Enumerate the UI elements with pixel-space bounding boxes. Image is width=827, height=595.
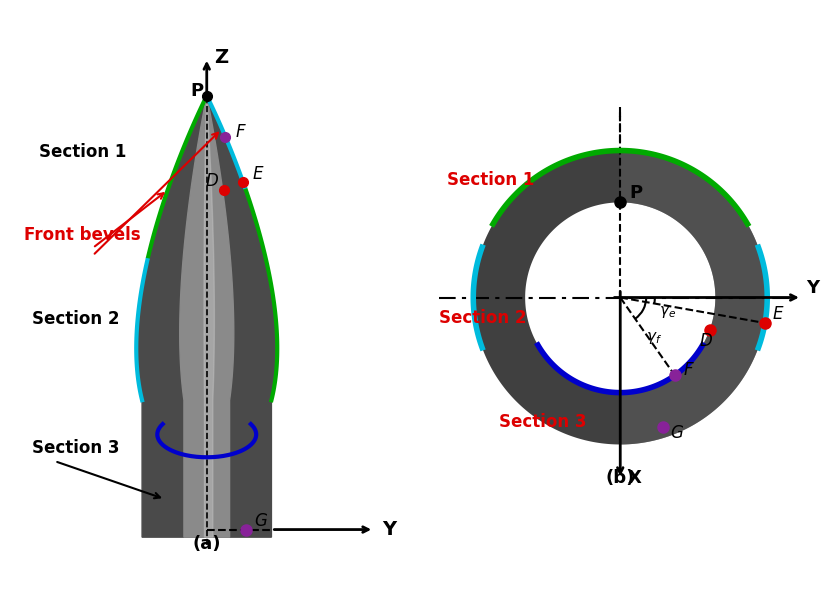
Text: (a): (a) [193, 534, 221, 553]
Polygon shape [204, 96, 214, 537]
Polygon shape [525, 202, 715, 393]
Text: P: P [190, 82, 203, 100]
Text: Section 2: Section 2 [31, 310, 119, 328]
Text: Front bevels: Front bevels [24, 227, 141, 245]
Polygon shape [473, 151, 767, 444]
Text: (b): (b) [605, 469, 635, 487]
Text: Section 3: Section 3 [500, 413, 586, 431]
Text: Section 2: Section 2 [438, 309, 526, 327]
Text: Section 1: Section 1 [40, 143, 127, 161]
Text: $F$: $F$ [683, 361, 696, 380]
Text: Z: Z [214, 48, 228, 67]
Text: $\gamma_f$: $\gamma_f$ [646, 330, 662, 346]
Text: $D$: $D$ [205, 172, 219, 190]
Text: Y: Y [806, 279, 820, 297]
Text: $G$: $G$ [254, 512, 268, 530]
Text: Section 1: Section 1 [447, 171, 535, 189]
Polygon shape [620, 151, 767, 444]
Text: $E$: $E$ [252, 165, 265, 183]
Text: X: X [627, 469, 641, 487]
Text: Section 3: Section 3 [31, 440, 119, 458]
Polygon shape [136, 96, 277, 537]
Polygon shape [179, 96, 234, 537]
Text: Y: Y [382, 520, 396, 539]
Text: $F$: $F$ [235, 123, 246, 141]
Text: $D$: $D$ [700, 331, 713, 350]
Text: $E$: $E$ [772, 305, 784, 322]
Text: P: P [629, 184, 642, 202]
Text: $\gamma_e$: $\gamma_e$ [659, 304, 676, 320]
Text: $G$: $G$ [671, 424, 685, 441]
